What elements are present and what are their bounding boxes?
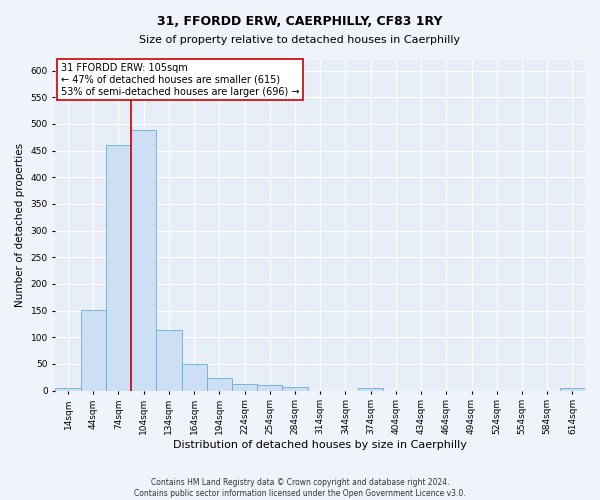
Bar — [358, 388, 383, 390]
Bar — [232, 384, 257, 390]
Bar — [283, 387, 308, 390]
Bar — [80, 310, 106, 390]
Text: 31, FFORDD ERW, CAERPHILLY, CF83 1RY: 31, FFORDD ERW, CAERPHILLY, CF83 1RY — [157, 15, 443, 28]
Bar — [182, 364, 207, 390]
Text: 31 FFORDD ERW: 105sqm
← 47% of detached houses are smaller (615)
53% of semi-det: 31 FFORDD ERW: 105sqm ← 47% of detached … — [61, 64, 299, 96]
Bar — [157, 330, 182, 390]
Bar — [560, 388, 585, 390]
Text: Size of property relative to detached houses in Caerphilly: Size of property relative to detached ho… — [139, 35, 461, 45]
Bar — [55, 388, 80, 390]
Bar — [257, 384, 283, 390]
Y-axis label: Number of detached properties: Number of detached properties — [15, 143, 25, 308]
X-axis label: Distribution of detached houses by size in Caerphilly: Distribution of detached houses by size … — [173, 440, 467, 450]
Bar — [131, 130, 157, 390]
Bar — [207, 378, 232, 390]
Bar — [106, 146, 131, 390]
Text: Contains HM Land Registry data © Crown copyright and database right 2024.
Contai: Contains HM Land Registry data © Crown c… — [134, 478, 466, 498]
